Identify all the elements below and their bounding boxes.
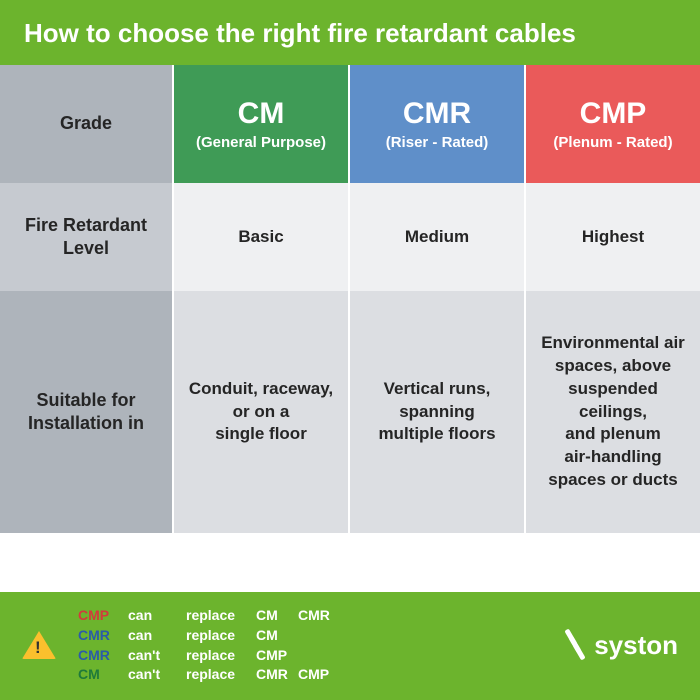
install-row: Suitable for Installation in Conduit, ra… [0,291,700,533]
grade-label-cell: Grade [0,65,172,183]
comparison-table: Grade CM (General Purpose) CMR (Riser - … [0,65,700,592]
cmp-level: Highest [524,183,700,291]
brand-icon [560,632,586,658]
cm-name: CM [238,97,285,130]
page-title: How to choose the right fire retardant c… [0,0,700,65]
col-header-cmp: CMP (Plenum - Rated) [524,65,700,183]
rule-row: CMRcanreplaceCM [78,626,342,645]
cmp-install: Environmental air spaces, above suspende… [524,291,700,533]
cmr-level: Medium [348,183,524,291]
cm-sub: (General Purpose) [196,134,326,151]
grade-label: Grade [60,112,112,135]
col-header-cmr: CMR (Riser - Rated) [348,65,524,183]
cmr-sub: (Riser - Rated) [386,134,489,151]
brand-name: syston [594,630,678,661]
infographic-container: How to choose the right fire retardant c… [0,0,700,700]
cmr-install: Vertical runs, spanning multiple floors [348,291,524,533]
footer: CMPcanreplaceCMCMRCMRcanreplaceCMCMRcan'… [0,592,700,700]
rule-row: CMcan'treplaceCMRCMP [78,665,342,684]
install-label: Suitable for Installation in [12,389,160,436]
cm-level: Basic [172,183,348,291]
cm-install: Conduit, raceway, or on a single floor [172,291,348,533]
replacement-rules: CMPcanreplaceCMCMRCMRcanreplaceCMCMRcan'… [78,606,342,685]
fire-level-label-cell: Fire Retardant Level [0,183,172,291]
rule-row: CMPcanreplaceCMCMR [78,606,342,625]
fire-level-label: Fire Retardant Level [12,214,160,261]
cmr-name: CMR [403,97,471,130]
install-label-cell: Suitable for Installation in [0,291,172,533]
fire-level-row: Fire Retardant Level Basic Medium Highes… [0,183,700,291]
warning-icon [22,631,56,659]
rule-row: CMRcan'treplaceCMP [78,646,342,665]
cmp-sub: (Plenum - Rated) [553,134,672,151]
col-header-cm: CM (General Purpose) [172,65,348,183]
table-header-row: Grade CM (General Purpose) CMR (Riser - … [0,65,700,183]
brand-logo: syston [560,630,678,661]
cmp-name: CMP [580,97,647,130]
